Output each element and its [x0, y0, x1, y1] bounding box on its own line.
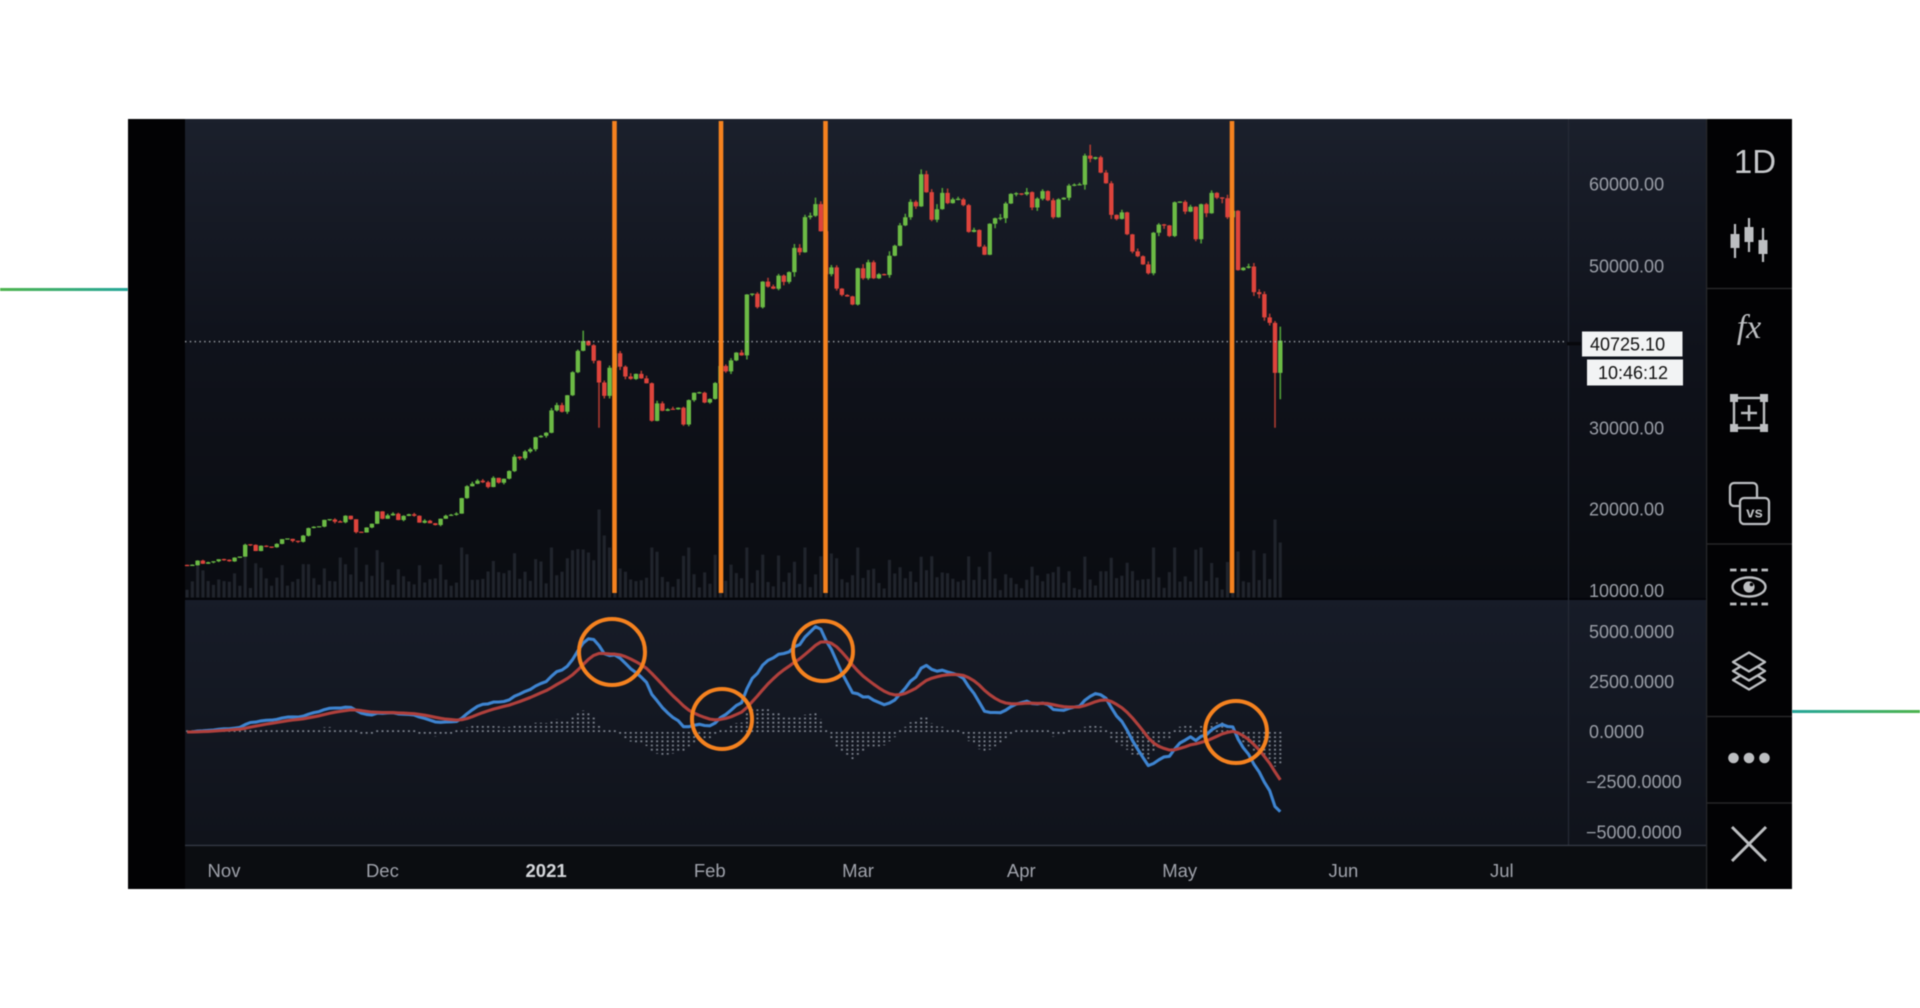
- svg-text:60000.00: 60000.00: [1589, 174, 1664, 194]
- svg-text:fx: fx: [1737, 309, 1762, 346]
- svg-text:20000.00: 20000.00: [1589, 500, 1664, 520]
- svg-text:5000.0000: 5000.0000: [1589, 622, 1674, 642]
- svg-text:vs: vs: [1746, 505, 1763, 522]
- svg-text:40725.10: 40725.10: [1590, 335, 1665, 355]
- svg-text:30000.00: 30000.00: [1589, 419, 1664, 439]
- svg-text:50000.00: 50000.00: [1589, 256, 1664, 276]
- svg-text:Nov: Nov: [208, 860, 242, 881]
- svg-text:May: May: [1162, 860, 1198, 881]
- svg-text:0.0000: 0.0000: [1589, 722, 1644, 742]
- svg-text:−2500.0000: −2500.0000: [1586, 772, 1682, 792]
- svg-text:2500.0000: 2500.0000: [1589, 672, 1674, 692]
- svg-text:Feb: Feb: [694, 860, 726, 881]
- svg-text:Apr: Apr: [1007, 860, 1036, 881]
- svg-text:Dec: Dec: [366, 860, 399, 881]
- svg-text:Jul: Jul: [1490, 860, 1514, 881]
- svg-text:10:46:12: 10:46:12: [1598, 363, 1668, 383]
- svg-text:Jun: Jun: [1328, 860, 1358, 881]
- svg-text:1D: 1D: [1734, 143, 1776, 180]
- svg-text:2021: 2021: [526, 860, 567, 881]
- svg-text:−5000.0000: −5000.0000: [1586, 823, 1682, 843]
- svg-text:10000.00: 10000.00: [1589, 581, 1664, 601]
- svg-text:Mar: Mar: [842, 860, 874, 881]
